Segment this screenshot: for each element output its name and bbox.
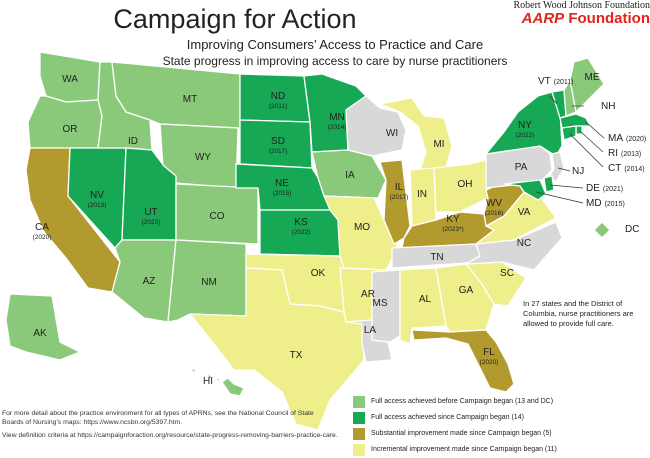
legend-label: Substantial improvement made since Campa… (371, 430, 552, 437)
state-label-ms: MS (373, 298, 388, 309)
state-label-ky: KY (2023*) (442, 214, 463, 233)
state-label-mt: MT (183, 94, 197, 105)
state-label-ne: NE (2015) (273, 178, 292, 197)
state-label-dc: DC (625, 224, 639, 235)
state-label-nm: NM (201, 277, 217, 288)
aarp-foundation-logo: AARP Foundation (488, 10, 650, 27)
state-label-co: CO (210, 211, 225, 222)
state-label-mo: MO (354, 222, 370, 233)
aarp-foundation-text: Foundation (564, 10, 650, 27)
footnote-line-1: For more detail about the practice envir… (2, 410, 314, 417)
state-ms[interactable] (371, 269, 401, 343)
state-label-nj: NJ (572, 166, 584, 177)
state-dc[interactable] (593, 221, 611, 239)
state-label-ct: CT (2014) (608, 163, 645, 174)
state-md[interactable] (503, 179, 547, 201)
state-label-sd: SD (2017) (269, 136, 288, 155)
state-label-nv: NV (2013) (88, 190, 107, 209)
state-label-il: IL (2017) (390, 182, 409, 201)
state-label-al: AL (419, 294, 432, 305)
state-label-ga: GA (459, 285, 474, 296)
state-label-md: MD (2015) (586, 198, 625, 209)
state-label-wi: WI (386, 128, 398, 139)
state-de[interactable] (543, 175, 555, 193)
state-co[interactable] (175, 183, 259, 245)
aarp-brand: AARP (521, 10, 565, 27)
state-label-oh: OH (458, 179, 473, 190)
page-subtitle: Improving Consumers’ Access to Practice … (186, 37, 484, 52)
state-label-in: IN (417, 189, 427, 200)
legend-label: Full access achieved before Campaign beg… (371, 398, 554, 405)
leader-line-md (535, 191, 584, 204)
state-label-ar: AR (361, 289, 375, 300)
state-or[interactable] (27, 95, 103, 149)
state-label-la: LA (364, 325, 377, 336)
state-wi[interactable] (345, 95, 407, 157)
state-label-vt: VT (2011) (538, 76, 574, 87)
state-label-or: OR (63, 124, 78, 135)
state-label-nd: ND (2011) (269, 91, 287, 110)
state-label-va: VA (518, 207, 531, 218)
state-tx[interactable] (189, 267, 365, 431)
state-ri[interactable] (575, 125, 583, 135)
state-label-pa: PA (515, 162, 528, 173)
state-il[interactable] (379, 159, 411, 245)
state-label-de: DE (2021) (586, 183, 623, 194)
legend-swatch (353, 428, 365, 440)
state-label-ca: CA (2020) (33, 222, 52, 241)
state-me[interactable] (569, 57, 605, 113)
state-label-nc: NC (517, 238, 531, 249)
state-label-nh: NH (601, 101, 615, 112)
page-title: Campaign for Action (113, 4, 357, 34)
state-label-wy: WY (195, 152, 211, 163)
state-label-ny: NY (2022) (516, 120, 535, 139)
leader-line-vt (549, 95, 558, 105)
state-label-ok: OK (311, 268, 326, 279)
legend-swatch (353, 396, 365, 408)
state-ak[interactable] (5, 293, 81, 361)
state-label-mi: MI (433, 139, 444, 150)
state-label-sc: SC (500, 268, 514, 279)
legend-swatch (353, 444, 365, 456)
state-label-tx: TX (290, 350, 303, 361)
leader-line-ma (585, 121, 605, 139)
leader-line-de (549, 184, 584, 189)
leader-line-ct (569, 133, 604, 168)
state-label-hi: HI (203, 376, 213, 387)
state-label-id: ID (128, 136, 138, 147)
leader-line-ri (579, 130, 604, 153)
map-caption: State progress in improving access to ca… (162, 54, 508, 68)
state-label-tn: TN (430, 252, 443, 263)
full-practice-note: In 27 states and the District of Columbi… (523, 299, 634, 328)
state-label-ri: RI (2013) (608, 148, 641, 159)
state-label-ks: KS (2022) (292, 217, 311, 236)
state-label-fl: FL (2020) (480, 347, 499, 366)
state-label-ma: MA (2020) (608, 133, 646, 144)
legend-label: Full access achieved since Campaign bega… (371, 414, 524, 421)
state-label-me: ME (585, 72, 600, 83)
state-nj[interactable] (549, 151, 565, 183)
state-nc[interactable] (465, 221, 563, 271)
state-label-ak: AK (33, 328, 47, 339)
state-label-ia: IA (345, 170, 355, 181)
state-fl[interactable] (411, 329, 515, 393)
state-label-az: AZ (143, 276, 156, 287)
state-label-mn: MN (2014) (328, 112, 347, 131)
state-label-ut: UT (2023) (142, 207, 161, 226)
state-label-wv: WV (2016) (485, 198, 504, 217)
legend-swatch (353, 412, 365, 424)
rwjf-logo-text: Robert Wood Johnson Foundation (513, 0, 650, 11)
state-label-wa: WA (62, 74, 78, 85)
footnote-line-3: View definition criteria at https://camp… (2, 432, 338, 439)
state-hi[interactable] (189, 367, 245, 397)
footnote-line-2: Boards of Nursing’s maps: https://www.nc… (2, 419, 183, 426)
leader-line-nj (557, 167, 571, 172)
